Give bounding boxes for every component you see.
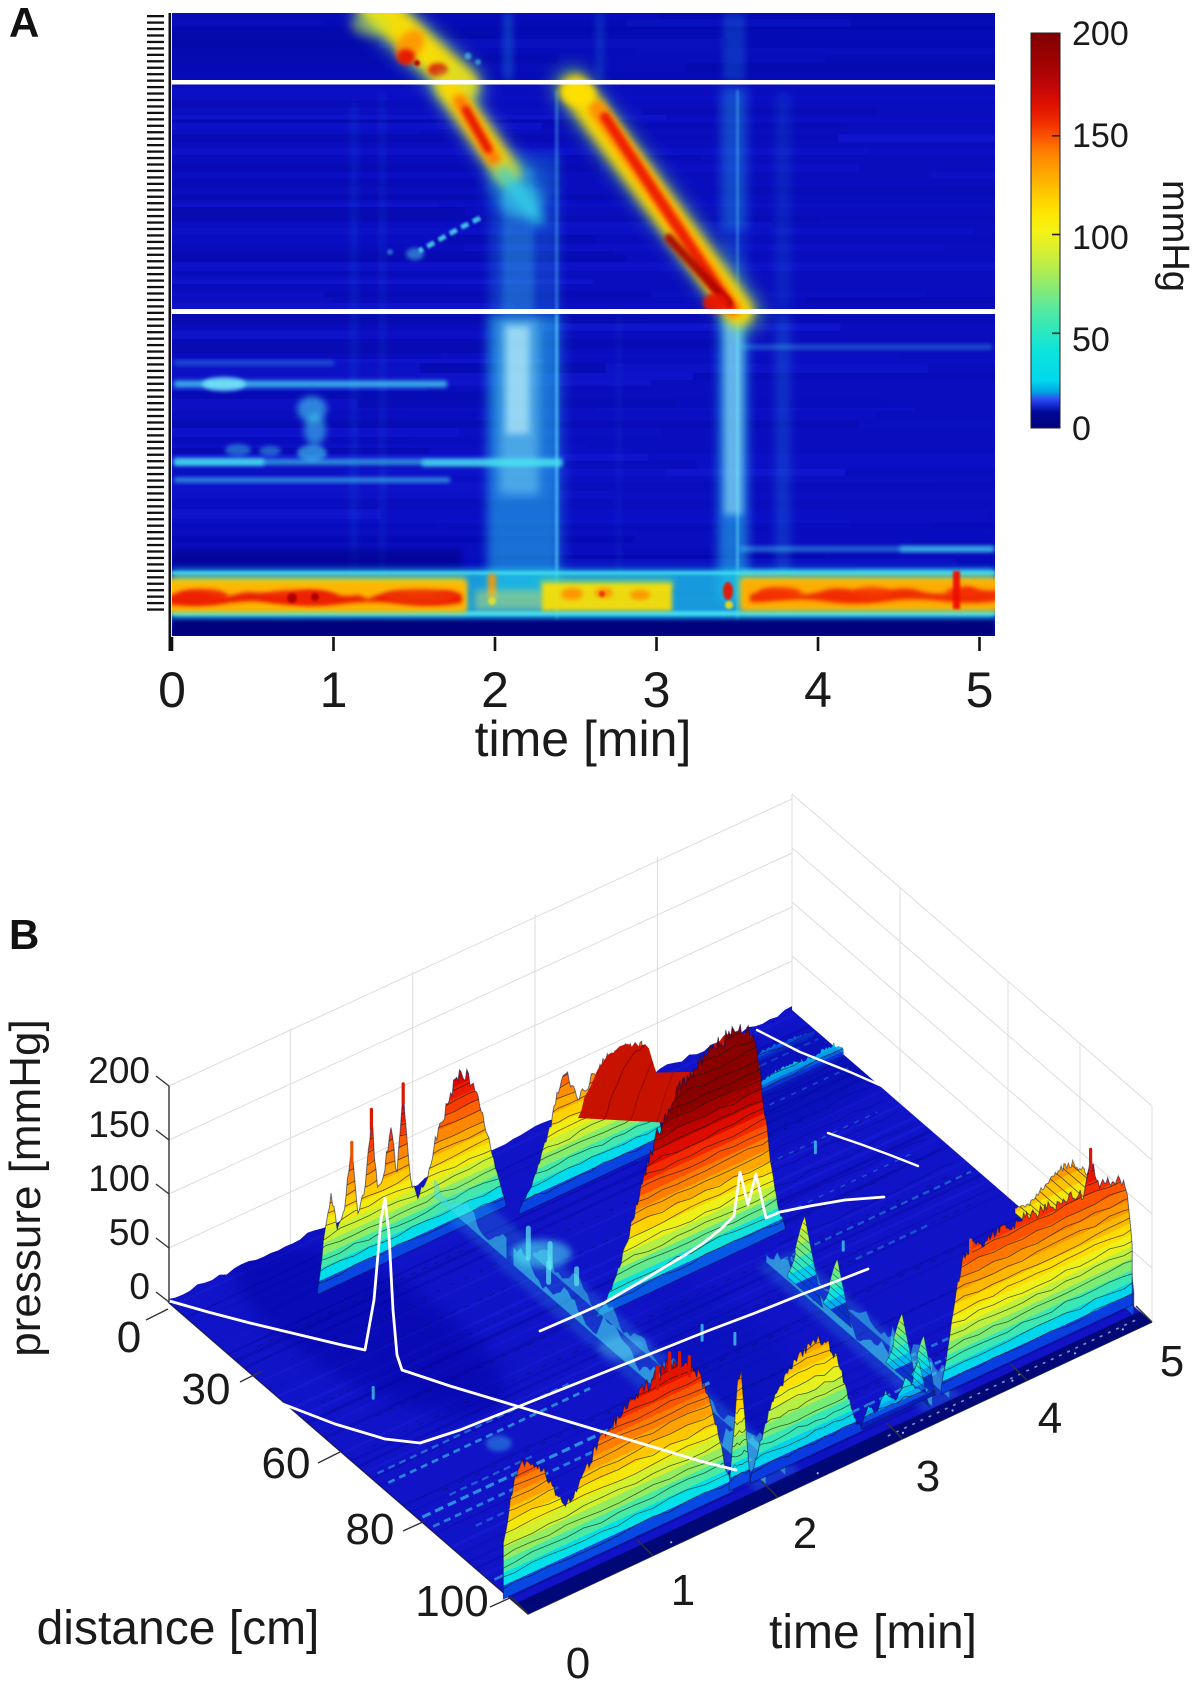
svg-text:0: 0 [158,662,186,718]
svg-text:1: 1 [320,662,348,718]
svg-text:150: 150 [88,1104,150,1145]
svg-text:mmHg: mmHg [1154,180,1196,292]
svg-text:4: 4 [804,662,832,718]
svg-text:distance [cm]: distance [cm] [37,1602,320,1655]
svg-text:pressure [mmHg]: pressure [mmHg] [1,1019,50,1356]
svg-text:5: 5 [966,662,994,718]
svg-text:5: 5 [1160,1337,1184,1386]
svg-text:4: 4 [1038,1394,1062,1443]
svg-text:100: 100 [415,1577,488,1626]
svg-text:0: 0 [117,1313,141,1362]
svg-text:100: 100 [88,1158,150,1199]
svg-text:2: 2 [793,1509,817,1558]
svg-text:B: B [9,911,39,958]
svg-text:1: 1 [671,1566,695,1615]
svg-text:time [min]: time [min] [769,1606,977,1659]
svg-text:time [min]: time [min] [475,711,692,767]
svg-text:0: 0 [129,1266,150,1307]
svg-text:3: 3 [643,662,671,718]
svg-text:50: 50 [109,1212,150,1253]
svg-text:A: A [9,0,39,46]
svg-text:100: 100 [1072,219,1129,257]
svg-text:2: 2 [481,662,509,718]
svg-text:150: 150 [1072,117,1129,155]
svg-text:0: 0 [1072,410,1091,448]
svg-text:60: 60 [262,1439,311,1488]
svg-text:0: 0 [566,1639,590,1688]
svg-text:30: 30 [182,1365,231,1414]
svg-text:50: 50 [1072,321,1110,359]
svg-text:200: 200 [1072,15,1129,53]
svg-text:200: 200 [88,1050,150,1091]
svg-text:3: 3 [916,1452,940,1501]
svg-text:80: 80 [346,1505,395,1554]
